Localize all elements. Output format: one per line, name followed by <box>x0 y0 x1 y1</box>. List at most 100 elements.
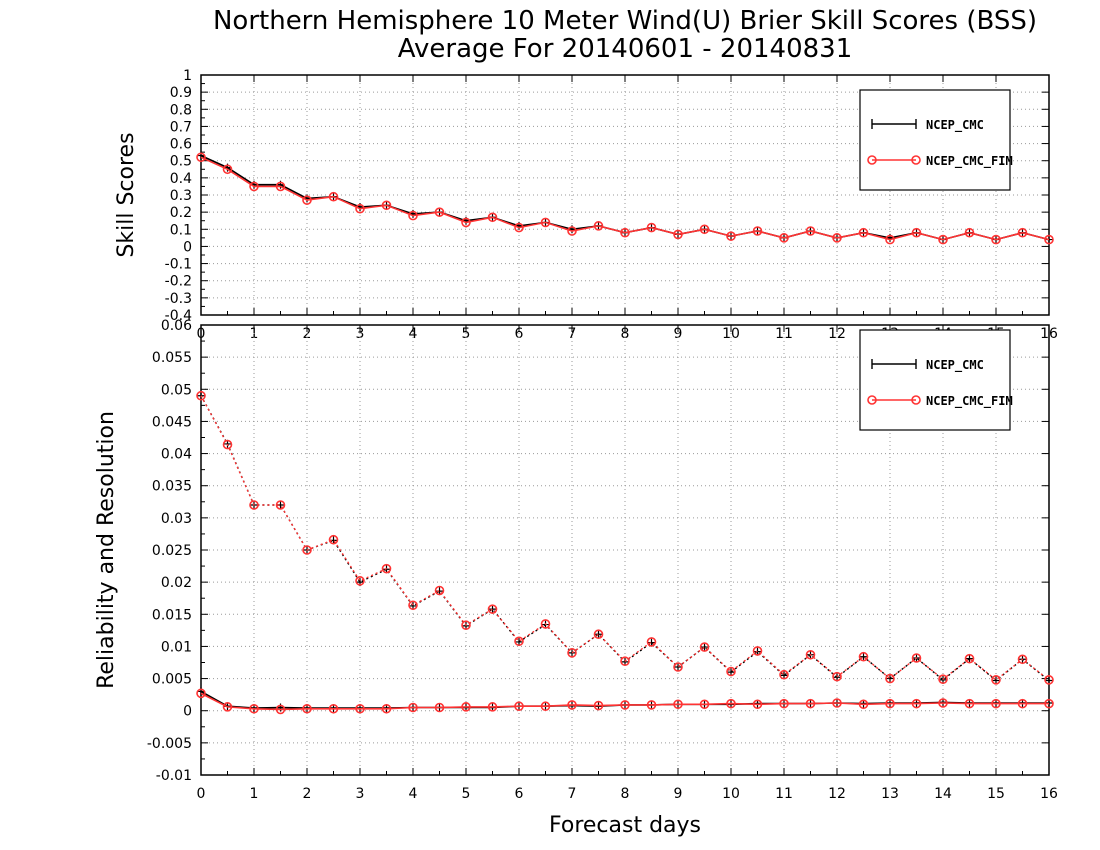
data-point-circle <box>593 700 604 711</box>
y-tick-label: 0.02 <box>161 575 192 591</box>
x-tick-label: 8 <box>621 786 630 802</box>
data-point-circle <box>567 700 577 710</box>
data-point-circle <box>381 563 392 574</box>
data-point-circle <box>779 698 789 709</box>
y-tick-label: 0 <box>183 239 192 255</box>
data-point-circle <box>328 703 339 714</box>
y-axis-label: Skill Scores <box>114 132 139 257</box>
legend-marker-circle <box>911 395 921 405</box>
y-tick-label: 1 <box>183 68 192 84</box>
y-tick-label: 0.8 <box>170 102 192 118</box>
data-point-circle <box>302 545 312 555</box>
data-point-circle <box>222 439 233 450</box>
data-point-circle <box>434 585 445 596</box>
y-tick-label: 0.05 <box>161 382 192 398</box>
data-point-circle <box>779 669 789 680</box>
data-point-circle <box>726 231 736 241</box>
data-point-circle <box>1044 675 1054 685</box>
x-tick-label: 10 <box>722 786 740 802</box>
data-point-circle <box>514 701 524 712</box>
data-point-circle <box>540 217 551 228</box>
data-point-circle <box>408 702 418 713</box>
data-point-circle <box>514 222 524 233</box>
x-tick-label: 0 <box>197 786 206 802</box>
data-point-circle <box>646 222 657 233</box>
data-point-circle <box>938 698 948 708</box>
data-point-circle <box>964 227 975 238</box>
data-point-circle <box>196 688 206 699</box>
data-point-circle <box>275 500 286 510</box>
data-point-plus <box>594 630 603 639</box>
y-tick-label: 0 <box>183 704 192 720</box>
data-point-circle <box>646 637 657 647</box>
y-tick-label: 0.06 <box>161 318 192 334</box>
data-point-circle <box>593 629 604 640</box>
data-point-circle <box>805 698 816 709</box>
data-point-circle <box>514 636 524 647</box>
y-tick-label: -0.3 <box>165 291 192 307</box>
data-point-circle <box>885 673 895 684</box>
data-point-circle <box>858 699 869 710</box>
y-tick-label: 0.045 <box>152 414 192 430</box>
data-point-circle <box>355 203 365 214</box>
legend-marker-circle <box>867 155 877 165</box>
data-point-circle <box>673 229 683 240</box>
data-point-circle <box>911 227 922 238</box>
data-point-circle <box>620 227 630 238</box>
y-tick-label: 0.04 <box>161 447 192 463</box>
y-tick-label: 0.03 <box>161 511 192 527</box>
y-tick-label: 0.025 <box>152 543 192 559</box>
legend-label: NCEP_CMC_FIM <box>926 154 1013 169</box>
y-tick-label: 0.005 <box>152 672 192 688</box>
x-tick-label: 13 <box>881 786 899 802</box>
x-tick-label: 16 <box>1040 786 1058 802</box>
x-tick-label: 11 <box>775 786 793 802</box>
legend: NCEP_CMC NCEP_CMC_FIM <box>859 89 1013 191</box>
series-line-ncep_cmc_fim-reliability <box>200 692 1049 711</box>
data-point-circle <box>275 181 286 192</box>
data-point-circle <box>302 195 312 205</box>
y-tick-label: 0.6 <box>170 137 192 153</box>
data-point-circle <box>434 207 445 217</box>
data-point-plus <box>700 643 709 652</box>
y-tick-label: -0.4 <box>165 308 192 324</box>
data-point-circle <box>408 210 418 221</box>
data-point-circle <box>540 619 551 629</box>
data-point-circle <box>752 226 763 236</box>
data-point-circle <box>699 642 710 652</box>
y-tick-label: 0.01 <box>161 639 192 655</box>
data-point-circle <box>832 698 842 708</box>
x-axis-label: Forecast days <box>549 813 701 838</box>
data-point-circle <box>646 700 657 710</box>
data-point-circle <box>249 703 259 714</box>
y-tick-label: 0.5 <box>170 154 192 170</box>
x-tick-label: 14 <box>934 786 952 802</box>
y-tick-label: 0.3 <box>170 188 192 204</box>
data-point-circle <box>461 702 471 712</box>
data-point-circle <box>885 234 895 245</box>
data-point-circle <box>673 662 683 672</box>
skill-scores-panel: -0.4-0.3-0.2-0.100.10.20.30.40.50.60.70.… <box>114 68 1058 342</box>
data-point-circle <box>964 698 975 709</box>
data-point-circle <box>858 651 869 662</box>
data-point-circle <box>487 604 498 614</box>
data-point-circle <box>567 226 577 236</box>
data-point-plus <box>859 652 868 661</box>
x-tick-label: 5 <box>462 786 471 802</box>
y-tick-label: 0.4 <box>170 171 192 187</box>
data-point-circle <box>832 233 842 243</box>
x-tick-label: 9 <box>674 786 683 802</box>
data-point-circle <box>593 221 604 231</box>
data-point-circle <box>805 649 816 660</box>
series-line-ncep_cmc_fim-resolution <box>200 395 1050 681</box>
y-tick-label: 0.7 <box>170 119 192 135</box>
data-point-circle <box>249 500 259 510</box>
data-point-circle <box>938 674 948 685</box>
data-point-circle <box>222 164 233 175</box>
y-tick-label: 0.035 <box>152 479 192 495</box>
y-tick-label: -0.01 <box>156 768 192 784</box>
data-point-circle <box>196 152 206 163</box>
y-tick-label: 0.9 <box>170 85 192 101</box>
y-tick-label: 0.2 <box>170 205 192 221</box>
